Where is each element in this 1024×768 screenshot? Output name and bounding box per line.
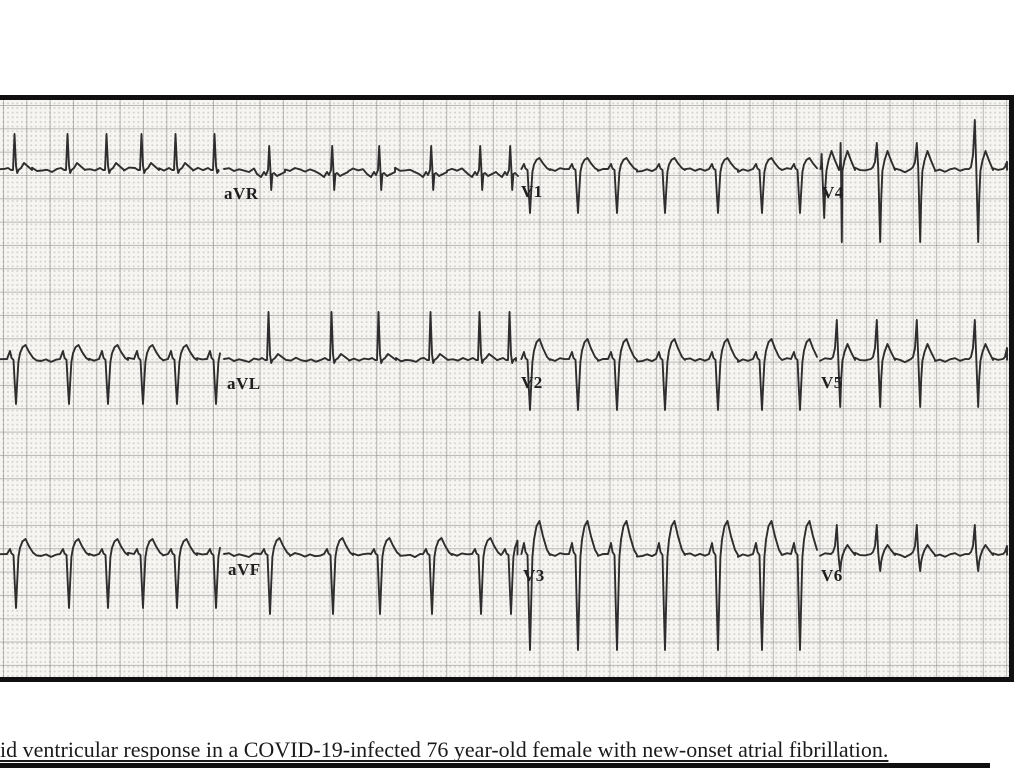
figure-caption: id ventricular response in a COVID-19-in… (0, 737, 889, 762)
lead-label-v6: V6 (821, 566, 843, 585)
lead-label-v4: V4 (822, 183, 844, 202)
lead-label-avl: aVL (227, 374, 261, 393)
lead-label-v3: V3 (523, 566, 545, 585)
ecg-trace-aVF (223, 537, 519, 615)
ecg-trace-V5 (819, 319, 1008, 408)
lead-label-v5: V5 (821, 373, 843, 392)
lead-label-avr: aVR (224, 184, 259, 203)
lead-label-v1: V1 (521, 182, 543, 201)
ecg-figure: aVR V1 V4 aVL V2 V5 aVF V3 V6 (0, 95, 1014, 682)
ecg-trace-I (0, 133, 220, 174)
ecg-trace-III (0, 538, 221, 609)
ecg-trace-aVR (223, 145, 519, 191)
ecg-trace-V2 (520, 338, 818, 411)
ecg-traces (0, 119, 1008, 651)
lead-label-v2: V2 (521, 373, 543, 392)
ecg-trace-V1 (520, 157, 818, 214)
lead-label-avf: aVF (228, 560, 261, 579)
ecg-trace-V3 (520, 520, 818, 651)
ecg-trace-V6 (819, 524, 1008, 572)
ecg-trace-V4 (819, 119, 1008, 243)
ecg-trace-aVL (223, 311, 517, 364)
bottom-rule (0, 763, 990, 768)
ecg-trace-II (0, 344, 221, 405)
